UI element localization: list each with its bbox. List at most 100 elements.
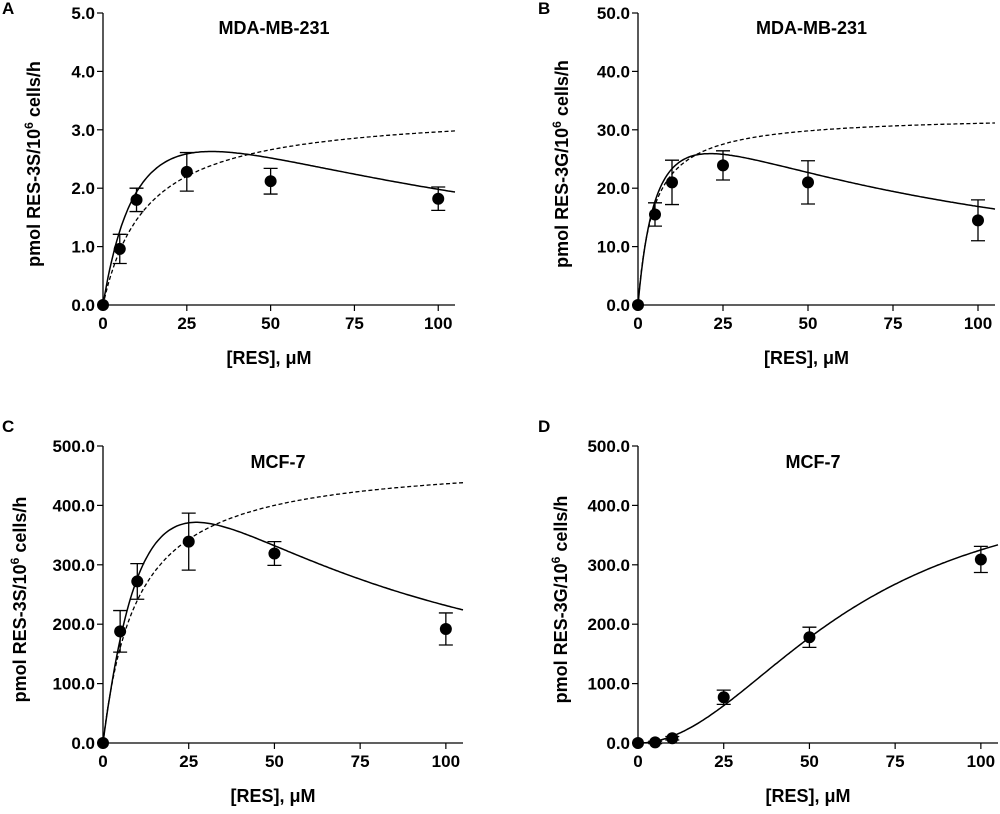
x-axis-title: [RES], μM xyxy=(765,786,850,806)
y-axis-title-units: cells/h xyxy=(551,496,571,557)
fit-curve-solid xyxy=(637,152,996,306)
y-tick-label: 20.0 xyxy=(597,179,630,198)
data-point xyxy=(432,192,445,205)
x-tick-label: 75 xyxy=(345,314,364,333)
data-point xyxy=(717,159,729,172)
x-tick-label: 50 xyxy=(799,314,818,333)
y-axis-title-main: pmol RES-3S/10 xyxy=(10,564,30,702)
x-axis-title: [RES], μM xyxy=(226,348,311,368)
fit-curve-solid xyxy=(638,544,999,744)
panel-c: C 0 25 50 75 100 0.0 100.0 200.0 300.0 400.0 500.0 M… xyxy=(2,417,464,806)
y-tick-label: 500.0 xyxy=(52,437,95,456)
data-point xyxy=(802,176,814,189)
x-tick-label: 0 xyxy=(633,314,642,333)
data-point xyxy=(264,175,277,188)
fit-curve-dashed xyxy=(637,122,995,306)
y-axis-title-main: pmol RES-3G/10 xyxy=(551,563,571,703)
y-tick-label: 40.0 xyxy=(597,62,630,81)
panel-title: MDA-MB-231 xyxy=(218,18,329,38)
y-axis-title-exponent: 6 xyxy=(22,122,36,129)
data-point xyxy=(131,575,144,588)
data-point xyxy=(632,299,644,311)
fit-curve-solid xyxy=(102,521,464,744)
fit-curve-dashed xyxy=(102,482,464,744)
y-tick-label: 400.0 xyxy=(587,496,630,515)
y-axis-title-exponent: 6 xyxy=(8,557,22,564)
data-point xyxy=(649,736,662,749)
panel-title: MCF-7 xyxy=(251,452,306,472)
x-tick-label: 50 xyxy=(265,752,284,771)
panel-b: B 0 25 50 75 100 0.0 10.0 20.0 30.0 40.0 50.0 MDA-MB… xyxy=(538,0,996,368)
y-axis-title-exponent: 6 xyxy=(550,121,564,128)
y-tick-label: 300.0 xyxy=(587,556,630,575)
panel-title: MCF-7 xyxy=(786,452,841,472)
x-tick-label: 25 xyxy=(714,314,733,333)
fit-curve-dashed xyxy=(102,130,456,306)
y-tick-label: 500.0 xyxy=(587,437,630,456)
y-tick-label: 4.0 xyxy=(71,62,95,81)
y-axis-title: pmol RES-3S/106 cells/h xyxy=(22,61,44,267)
x-axis-title: [RES], μM xyxy=(764,348,849,368)
y-tick-label: 200.0 xyxy=(587,615,630,634)
y-axis-title-units: cells/h xyxy=(24,61,44,122)
y-axis-title-exponent: 6 xyxy=(549,556,563,563)
data-point xyxy=(130,193,143,206)
y-tick-label: 200.0 xyxy=(52,615,95,634)
data-point xyxy=(97,299,109,311)
y-tick-label: 0.0 xyxy=(71,734,95,753)
data-point xyxy=(717,691,730,704)
y-tick-label: 10.0 xyxy=(597,238,630,257)
y-tick-label: 2.0 xyxy=(71,179,95,198)
x-tick-label: 75 xyxy=(884,314,903,333)
y-tick-label: 0.0 xyxy=(606,734,630,753)
x-tick-label: 25 xyxy=(714,752,733,771)
panel-d: D 0 25 50 75 100 0.0 100.0 200.0 300.0 400.0 500.0 M… xyxy=(538,417,999,806)
x-tick-label: 75 xyxy=(351,752,370,771)
y-tick-label: 400.0 xyxy=(52,496,95,515)
data-point xyxy=(113,242,126,255)
data-point xyxy=(632,737,644,749)
data-point xyxy=(666,176,678,189)
y-tick-label: 5.0 xyxy=(71,4,95,23)
x-tick-label: 0 xyxy=(633,752,642,771)
x-tick-label: 50 xyxy=(261,314,280,333)
y-axis-title: pmol RES-3S/106 cells/h xyxy=(8,497,30,703)
data-point xyxy=(439,622,452,635)
panel-title: MDA-MB-231 xyxy=(756,18,867,38)
y-axis-title-units: cells/h xyxy=(10,497,30,558)
y-tick-label: 0.0 xyxy=(71,296,95,315)
y-axis-title-units: cells/h xyxy=(552,60,572,121)
y-tick-label: 3.0 xyxy=(71,121,95,140)
data-point xyxy=(649,208,661,221)
data-point xyxy=(182,535,195,548)
panel-a: A 0 25 50 75 100 0.0 1.0 2.0 3.0 4.0 5.0 MDA-MB-231 [… xyxy=(2,0,456,368)
x-tick-label: 100 xyxy=(964,314,992,333)
data-point xyxy=(972,214,984,227)
data-point xyxy=(180,165,193,178)
x-tick-label: 50 xyxy=(800,752,819,771)
panel-letter: D xyxy=(538,417,550,436)
x-tick-label: 100 xyxy=(432,752,460,771)
fit-curve-solid xyxy=(102,150,456,306)
data-point xyxy=(974,553,987,566)
y-tick-label: 30.0 xyxy=(597,121,630,140)
x-tick-label: 100 xyxy=(967,752,995,771)
x-tick-label: 25 xyxy=(179,752,198,771)
x-tick-label: 0 xyxy=(98,314,107,333)
data-point xyxy=(97,737,109,749)
y-axis-title: pmol RES-3G/106 cells/h xyxy=(549,496,571,704)
x-tick-label: 75 xyxy=(886,752,905,771)
y-tick-label: 1.0 xyxy=(71,238,95,257)
y-tick-label: 0.0 xyxy=(606,296,630,315)
y-axis-title-main: pmol RES-3S/10 xyxy=(24,129,44,267)
data-point xyxy=(268,547,281,560)
panel-letter: B xyxy=(538,0,550,18)
data-point xyxy=(803,631,816,644)
y-tick-label: 50.0 xyxy=(597,4,630,23)
y-axis-title-main: pmol RES-3G/10 xyxy=(552,128,572,268)
y-tick-label: 100.0 xyxy=(52,675,95,694)
data-point xyxy=(666,732,679,745)
x-tick-label: 25 xyxy=(177,314,196,333)
x-tick-label: 100 xyxy=(424,314,452,333)
